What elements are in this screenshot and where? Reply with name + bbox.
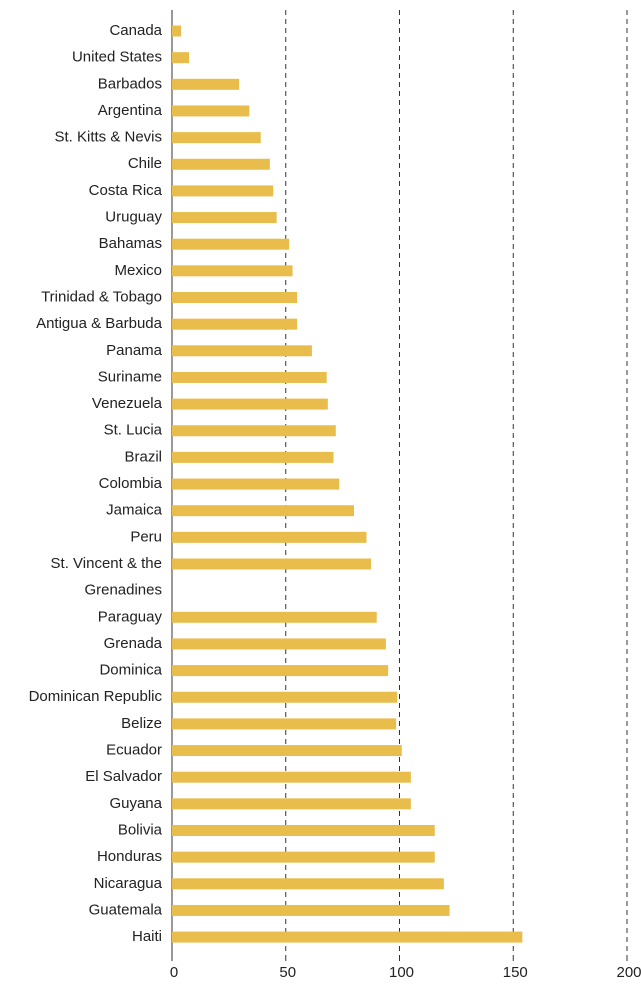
bar <box>172 505 354 517</box>
bar <box>172 185 274 197</box>
y-tick-label: Argentina <box>98 102 163 119</box>
bar <box>172 851 435 863</box>
bar <box>172 52 190 64</box>
y-tick-label: Brazil <box>124 448 162 465</box>
bar <box>172 665 389 677</box>
y-tick-label: Peru <box>130 528 162 545</box>
bar <box>172 904 450 916</box>
y-tick-label: Haiti <box>132 928 162 945</box>
bar <box>172 78 240 90</box>
y-tick-label: Barbados <box>98 75 162 92</box>
bar <box>172 318 298 330</box>
bar <box>172 478 340 490</box>
y-tick-label: Canada <box>109 22 162 39</box>
y-tick-label: Belize <box>121 715 162 732</box>
y-tick-label: Mexico <box>114 262 162 279</box>
bar <box>172 531 367 543</box>
bar <box>172 745 402 757</box>
bar <box>172 292 298 303</box>
y-tick-label: Chile <box>128 155 162 172</box>
y-tick-label: Venezuela <box>92 395 163 412</box>
y-tick-label: Grenada <box>104 635 163 652</box>
bar <box>172 718 397 730</box>
y-tick-label: United States <box>72 49 162 66</box>
x-tick-label: 100 <box>389 964 414 981</box>
y-tick-label: St. Vincent & the Grenadines <box>51 555 162 599</box>
y-tick-label: Ecuador <box>106 742 162 759</box>
bar <box>172 825 435 836</box>
y-tick-label: Bolivia <box>118 821 163 838</box>
y-tick-label: Guatemala <box>89 901 163 918</box>
y-tick-label: Nicaragua <box>94 875 163 892</box>
bar <box>172 798 411 810</box>
bar <box>172 132 261 144</box>
y-tick-label: Honduras <box>97 848 162 865</box>
bar <box>172 451 334 463</box>
bar <box>172 611 377 623</box>
bar <box>172 371 327 383</box>
bar <box>172 265 293 277</box>
y-tick-label: Trinidad & Tobago <box>41 288 162 305</box>
y-tick-label: Bahamas <box>99 235 162 252</box>
bar <box>172 558 372 570</box>
bar <box>172 25 182 37</box>
y-tick-label: Guyana <box>109 795 162 812</box>
bar <box>172 931 523 943</box>
bar <box>172 345 312 357</box>
y-tick-label: Antigua & Barbuda <box>36 315 163 332</box>
y-tick-label: Panama <box>106 342 163 359</box>
bar <box>172 771 411 783</box>
x-tick-label: 0 <box>170 964 178 981</box>
y-tick-label: Paraguay <box>98 608 163 625</box>
bar <box>172 691 398 703</box>
y-tick-label: St. Lucia <box>104 422 163 439</box>
bar <box>172 158 270 170</box>
y-tick-label: Uruguay <box>105 209 162 226</box>
bar <box>172 425 336 437</box>
y-tick-label: Costa Rica <box>89 182 163 199</box>
y-tick-label: St. Kitts & Nevis <box>54 129 162 146</box>
y-tick-label: Dominican Republic <box>29 688 163 705</box>
y-tick-label: El Salvador <box>85 768 162 785</box>
x-tick-label: 200 <box>616 964 641 981</box>
y-tick-label: Dominica <box>99 662 162 679</box>
bar <box>172 638 386 650</box>
bar <box>172 238 290 250</box>
y-tick-label: Suriname <box>98 368 162 385</box>
y-tick-label: Jamaica <box>106 502 163 519</box>
bar <box>172 105 250 117</box>
bar <box>172 398 328 410</box>
x-tick-label: 150 <box>503 964 528 981</box>
bar <box>172 212 277 224</box>
y-tick-label: Colombia <box>99 475 163 492</box>
bar <box>172 878 444 890</box>
x-tick-label: 50 <box>279 964 296 981</box>
